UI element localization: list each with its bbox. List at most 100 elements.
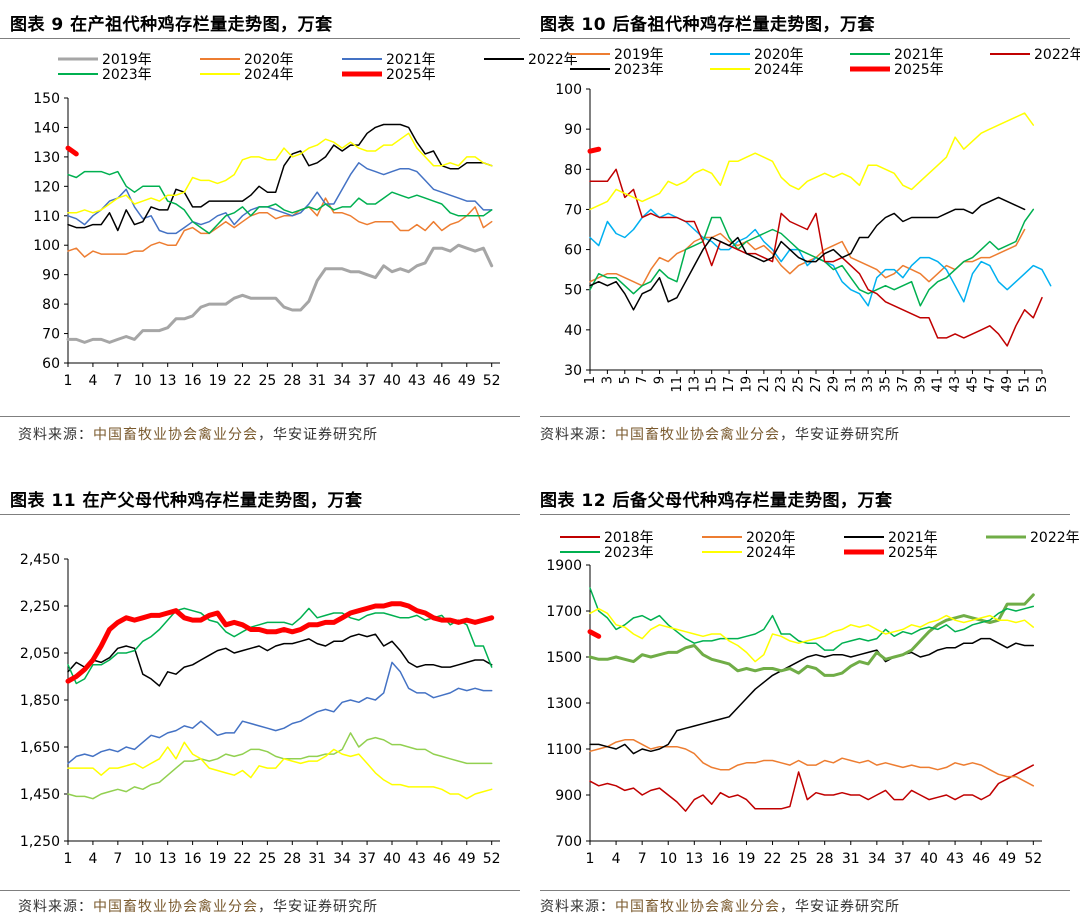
series-line-2019年 (66, 243, 494, 344)
y-tick-label: 70 (564, 202, 582, 218)
y-tick-label: 90 (42, 268, 60, 284)
x-tick-label: 46 (433, 851, 451, 867)
source-org: 中国畜牧业协会禽业分会 (93, 899, 258, 915)
legend-label: 2023年 (614, 62, 664, 78)
y-tick-label: 80 (564, 162, 582, 178)
legend-label: 2020年 (244, 52, 294, 68)
source-suffix: ，华安证券研究所 (780, 427, 900, 443)
series-line-2025年 (587, 146, 602, 154)
y-tick-label: 1,250 (20, 834, 60, 850)
series-line-2021年 (589, 637, 1035, 755)
x-tick-label: 52 (1024, 851, 1042, 867)
y-tick-label: 50 (564, 283, 582, 299)
source-org: 中国畜牧业协会禽业分会 (615, 899, 780, 915)
y-tick-label: 1,850 (20, 693, 60, 709)
x-tick-label: 43 (948, 376, 963, 393)
series-line (67, 607, 493, 685)
series-line (65, 601, 495, 684)
y-tick-label: 2,250 (20, 599, 60, 615)
series-line-2022年 (67, 123, 493, 232)
source-note: 资料来源：中国畜牧业协会禽业分会，华安证券研究所 (18, 424, 378, 444)
legend-label: 2019年 (614, 47, 664, 63)
series-line-2023年 (67, 170, 493, 235)
source-note: 资料来源：中国畜牧业协会禽业分会，华安证券研究所 (540, 896, 900, 916)
legend-label: 2023年 (604, 545, 654, 561)
y-tick-label: 1,450 (20, 787, 60, 803)
legend-label: 2024年 (746, 545, 796, 561)
y-tick-label: 110 (33, 209, 60, 225)
x-tick-label: 49 (458, 851, 476, 867)
x-tick-label: 29 (826, 376, 841, 393)
x-tick-label: 41 (931, 376, 946, 393)
x-tick-label: 5 (618, 376, 633, 384)
x-tick-label: 22 (764, 851, 782, 867)
legend-label: 2019年 (102, 52, 152, 68)
chart-svg: 60 70 80 90 100 110 120 130 140 150 1 4 7 10 13 16 19 22 2… (33, 52, 577, 389)
x-tick-label: 40 (920, 851, 938, 867)
x-tick-label: 7 (638, 851, 647, 867)
y-tick-label: 1500 (546, 650, 582, 666)
x-tick-label: 7 (113, 851, 122, 867)
x-tick-label: 37 (358, 851, 376, 867)
x-tick-label: 13 (685, 851, 703, 867)
y-tick-label: 1700 (546, 604, 582, 620)
x-tick-label: 13 (687, 376, 702, 393)
series-line (67, 732, 493, 800)
x-tick-label: 51 (1018, 376, 1033, 393)
x-tick-label: 19 (738, 851, 756, 867)
x-tick-label: 31 (844, 376, 859, 393)
y-tick-label: 70 (42, 327, 60, 343)
title-rule (0, 514, 520, 515)
legend-label: 2024年 (754, 62, 804, 78)
y-tick-label: 100 (555, 82, 582, 98)
source-note: 资料来源：中国畜牧业协会禽业分会，华安证券研究所 (18, 896, 378, 916)
series-line-2023年 (589, 196, 1026, 311)
series-line-2024年 (589, 607, 1035, 663)
chart-title: 图表 10 后备祖代种鸡存栏量走势图，万套 (540, 15, 875, 35)
x-tick-label: 10 (134, 851, 152, 867)
x-tick-label: 34 (333, 373, 351, 389)
y-tick-label: 60 (564, 243, 582, 259)
x-tick-label: 25 (792, 376, 807, 393)
chart-title: 图表 11 在产父母代种鸡存栏量走势图，万套 (10, 491, 363, 511)
x-tick-label: 31 (308, 373, 326, 389)
series-line-2022年 (588, 593, 1035, 677)
chart-panel-9: 图表 9 在产祖代种鸡存栏量走势图，万套 60 70 80 90 100 110 120 13… (0, 0, 578, 450)
x-tick-label: 11 (670, 376, 685, 393)
y-tick-label: 90 (564, 122, 582, 138)
x-tick-label: 22 (234, 373, 252, 389)
x-tick-label: 9 (653, 376, 668, 384)
x-tick-label: 19 (739, 376, 754, 393)
x-tick-label: 4 (88, 851, 97, 867)
x-tick-label: 39 (913, 376, 928, 393)
source-org: 中国畜牧业协会禽业分会 (615, 427, 780, 443)
source-rule (540, 416, 1070, 417)
legend-label: 2025年 (386, 67, 436, 83)
source-note: 资料来源：中国畜牧业协会禽业分会，华安证券研究所 (540, 424, 900, 444)
title-rule (540, 514, 1070, 515)
legend-label: 2023年 (102, 67, 152, 83)
x-tick-label: 22 (234, 851, 252, 867)
x-tick-label: 46 (433, 373, 451, 389)
x-tick-label: 37 (896, 376, 911, 393)
x-tick-label: 19 (209, 851, 227, 867)
series-line-2024年 (67, 132, 493, 214)
x-tick-label: 49 (998, 851, 1016, 867)
y-tick-label: 1100 (546, 742, 582, 758)
x-tick-label: 37 (894, 851, 912, 867)
x-tick-label: 31 (842, 851, 860, 867)
x-tick-label: 34 (333, 851, 351, 867)
source-suffix: ，华安证券研究所 (258, 899, 378, 915)
x-tick-label: 40 (383, 373, 401, 389)
x-tick-label: 17 (722, 376, 737, 393)
x-tick-label: 21 (757, 376, 772, 393)
legend-label: 2025年 (888, 545, 938, 561)
y-tick-label: 900 (555, 788, 582, 804)
series-line-2018年 (589, 764, 1035, 812)
x-tick-label: 1 (64, 851, 73, 867)
y-tick-label: 60 (42, 356, 60, 372)
y-tick-label: 700 (555, 834, 582, 850)
source-prefix: 资料来源： (18, 899, 93, 915)
y-tick-label: 40 (564, 323, 582, 339)
source-suffix: ，华安证券研究所 (780, 899, 900, 915)
